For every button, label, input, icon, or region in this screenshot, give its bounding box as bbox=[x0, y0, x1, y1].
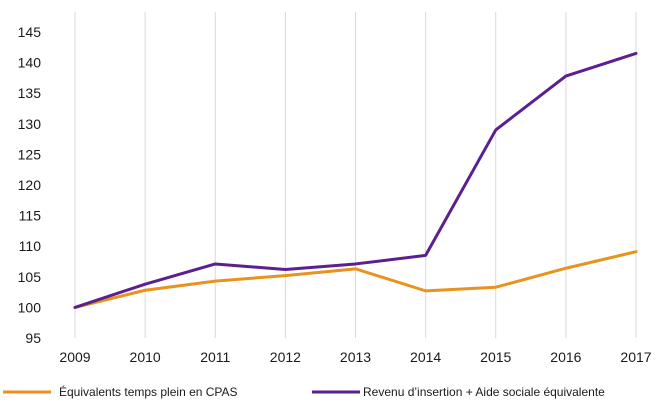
x-tick-label: 2013 bbox=[340, 349, 371, 365]
y-tick-label: 95 bbox=[25, 330, 41, 346]
x-tick-label: 2009 bbox=[59, 349, 90, 365]
y-axis: 95 100 105 110 115 120 125 130 135 140 145 bbox=[18, 24, 42, 346]
y-tick-label: 125 bbox=[18, 146, 42, 162]
y-tick-label: 140 bbox=[18, 55, 42, 71]
legend-label-0: Équivalents temps plein en CPAS bbox=[59, 384, 238, 399]
x-axis: 2009 2010 2011 2012 2013 2014 2015 2016 2017 bbox=[59, 349, 651, 365]
x-tick-label: 2015 bbox=[480, 349, 511, 365]
y-tick-label: 115 bbox=[19, 208, 42, 224]
y-tick-label: 100 bbox=[18, 299, 42, 315]
y-tick-label: 105 bbox=[18, 269, 42, 285]
x-tick-label: 2012 bbox=[270, 349, 301, 365]
x-tick-label: 2010 bbox=[130, 349, 161, 365]
x-tick-label: 2017 bbox=[620, 349, 651, 365]
y-tick-label: 110 bbox=[19, 238, 42, 254]
x-tick-label: 2011 bbox=[200, 349, 230, 365]
legend-label-1: Revenu d’insertion + Aide sociale équiva… bbox=[363, 385, 605, 399]
y-tick-label: 120 bbox=[18, 177, 42, 193]
y-tick-label: 145 bbox=[18, 24, 42, 40]
y-tick-label: 130 bbox=[18, 116, 42, 132]
x-tick-label: 2016 bbox=[550, 349, 581, 365]
legend: Équivalents temps plein en CPAS Revenu d’… bbox=[3, 384, 605, 399]
y-tick-label: 135 bbox=[18, 85, 42, 101]
x-tick-label: 2014 bbox=[410, 349, 441, 365]
